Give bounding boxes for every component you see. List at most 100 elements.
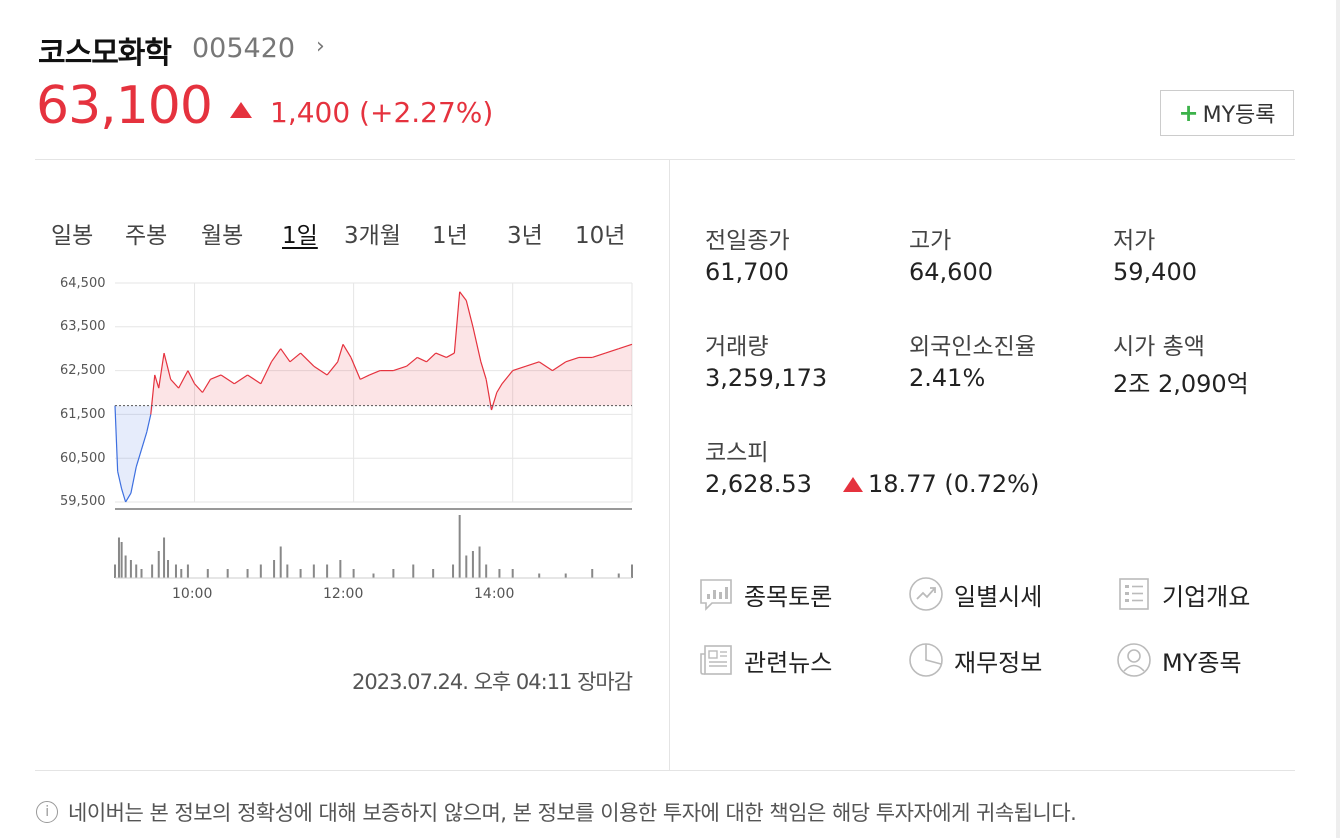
volume-bar [478, 546, 481, 578]
tab-10year[interactable]: 10년 [575, 223, 626, 249]
tab-daily[interactable]: 일봉 [51, 223, 94, 249]
tab-3year[interactable]: 3년 [507, 223, 543, 249]
price-line-segment [135, 449, 143, 468]
volume-bar [151, 564, 154, 578]
link-label: MY종목 [1162, 648, 1242, 677]
volume-bar [485, 564, 488, 578]
price-line-segment [406, 356, 418, 367]
link-financial-info[interactable]: 재무정보 [908, 642, 1042, 678]
link-label: 종목토론 [744, 582, 833, 611]
kospi-change: 18.77 (0.72%) [868, 470, 1040, 498]
volume-bar [180, 569, 183, 578]
volume-bar [412, 564, 415, 578]
stat-value-high: 64,600 [909, 258, 993, 286]
price-line-segment [178, 370, 189, 389]
link-discussion[interactable]: 종목토론 [698, 576, 832, 612]
price-line-segment [618, 343, 633, 350]
volume-bar [206, 569, 209, 578]
price-line-segment [350, 357, 361, 380]
up-triangle-icon [230, 102, 252, 118]
tab-weekly[interactable]: 주봉 [125, 223, 168, 249]
price-line-segment [201, 379, 211, 393]
price-line-segment [121, 488, 127, 503]
volume-bar [432, 569, 435, 578]
volume-bar [259, 564, 262, 578]
volume-bar [226, 569, 229, 578]
link-label: 재무정보 [954, 648, 1043, 677]
link-label: 관련뉴스 [744, 648, 833, 677]
my-register-label: MY등록 [1202, 103, 1276, 128]
y-tick-label: 59,500 [60, 494, 106, 509]
kospi-value: 2,628.53 [705, 470, 812, 498]
current-price: 63,100 [36, 76, 213, 136]
y-tick-label: 60,500 [60, 451, 106, 466]
price-line-segment [465, 300, 474, 327]
kospi-label: 코스피 [705, 440, 769, 466]
price-line-segment [501, 370, 514, 385]
my-register-button[interactable]: + MY등록 [1160, 90, 1294, 136]
stat-label-low: 저가 [1113, 228, 1156, 254]
price-line-segment [170, 378, 180, 389]
price-line-segment [146, 414, 152, 433]
up-triangle-icon [843, 477, 863, 492]
volume-bar [299, 569, 302, 578]
chevron-right-icon[interactable]: › [316, 34, 325, 59]
link-related-news[interactable]: 관련뉴스 [698, 642, 832, 678]
bottom-divider [35, 770, 1295, 771]
scrollbar-edge [1336, 0, 1340, 838]
price-line-segment [426, 352, 437, 363]
vertical-divider [669, 160, 670, 770]
volume-bar [591, 569, 594, 578]
pie-icon [909, 643, 943, 677]
price-line-segment [446, 352, 455, 358]
price-chart[interactable] [0, 0, 670, 620]
price-line-segment [565, 356, 580, 363]
y-tick-label: 64,500 [60, 276, 106, 291]
volume-bar [617, 573, 620, 578]
tab-1day[interactable]: 1일 [282, 223, 318, 249]
volume-bar [124, 555, 127, 578]
price-line-segment [300, 352, 315, 367]
link-company-overview[interactable]: 기업개요 [1116, 576, 1250, 612]
price-line-segment [140, 431, 148, 450]
price-line-segment [220, 374, 235, 385]
price-line-segment [485, 379, 493, 411]
link-my-stocks[interactable]: MY종목 [1116, 642, 1242, 678]
stat-label-high: 고가 [909, 228, 952, 254]
volume-bar [286, 564, 289, 578]
price-change: 1,400 (+2.27%) [270, 96, 494, 129]
x-tick-label: 10:00 [172, 586, 213, 602]
volume-bar [458, 515, 461, 578]
price-line-segment [416, 356, 427, 363]
stock-code-link[interactable]: 005420 [192, 33, 296, 64]
volume-bar [564, 573, 567, 578]
price-line-segment [247, 374, 262, 385]
link-daily-price[interactable]: 일별시세 [908, 576, 1042, 612]
volume-bar [129, 560, 132, 578]
price-line-segment [393, 365, 407, 372]
volume-bar [511, 569, 514, 578]
tab-1year[interactable]: 1년 [432, 223, 468, 249]
price-line-segment [280, 348, 291, 363]
price-line-segment [472, 326, 482, 362]
tab-monthly[interactable]: 월봉 [201, 223, 244, 249]
price-line-segment [163, 352, 172, 380]
chart-bubble-icon [700, 579, 732, 611]
volume-bar [538, 573, 541, 578]
tab-3month[interactable]: 3개월 [344, 223, 401, 249]
volume-bar [465, 555, 468, 578]
volume-bar [163, 537, 166, 578]
price-line-segment [114, 405, 119, 472]
price-line-segment [154, 374, 160, 389]
price-line-segment [125, 492, 132, 503]
info-icon: i [36, 801, 58, 823]
price-line-segment [150, 374, 156, 415]
volume-bar [117, 537, 120, 578]
price-line-segment [496, 383, 503, 393]
volume-bar [246, 569, 249, 578]
price-line-segment [158, 352, 165, 389]
price-line-segment [369, 370, 381, 376]
volume-bar [631, 564, 633, 578]
stat-label-marketcap: 시가 총액 [1113, 334, 1205, 360]
x-tick-label: 14:00 [474, 586, 515, 602]
